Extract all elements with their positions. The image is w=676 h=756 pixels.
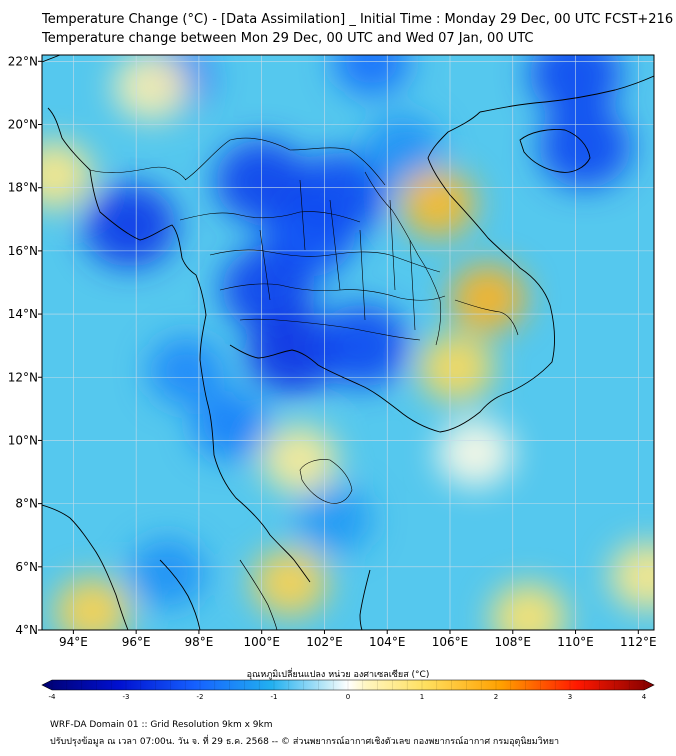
field-blob-23 — [609, 542, 654, 611]
y-tick-label: 10°N — [8, 433, 38, 447]
field-blob-18 — [418, 333, 495, 402]
colorbar-tick-label: -2 — [197, 693, 204, 701]
field-blob-10 — [538, 105, 631, 189]
field-blob-13 — [295, 485, 372, 554]
colorbar: -4 -3 -2 -1 0 1 2 3 4 — [41, 679, 655, 701]
colorbar-tick-label: 4 — [642, 693, 647, 701]
field-blob-21 — [490, 583, 567, 630]
colorbar-tick-label: 2 — [494, 693, 498, 701]
longitude-axis: 94°E 96°E 98°E 100°E 102°E 104°E 106°E 108°E 110… — [59, 630, 657, 649]
field-blob-24 — [113, 55, 190, 121]
map-title: Temperature Change (°C) - [Data Assimila… — [42, 12, 674, 27]
x-tick-label: 96°E — [122, 635, 151, 649]
footer-credits: ปรับปรุงข้อมูล ณ เวลา 07:00น. วัน จ. ที่… — [50, 737, 560, 747]
field-blob-12 — [148, 336, 225, 406]
field-blob-2 — [247, 310, 340, 394]
y-tick-label: 22°N — [8, 54, 38, 68]
x-tick-label: 94°E — [59, 635, 88, 649]
field-blob-25 — [42, 140, 93, 210]
x-tick-label: 110°E — [557, 635, 594, 649]
x-tick-label: 98°E — [184, 635, 213, 649]
y-tick-label: 6°N — [15, 560, 38, 574]
field-blob-1 — [221, 247, 314, 331]
field-blob-15 — [364, 115, 441, 184]
y-tick-label: 12°N — [8, 370, 38, 384]
field-blob-4 — [294, 152, 387, 236]
colorbar-tick-label: 1 — [420, 693, 424, 701]
field-blob-11 — [192, 390, 269, 459]
field-blob-8 — [333, 55, 410, 96]
province-borders — [89, 137, 519, 346]
temperature-field — [42, 55, 654, 630]
graticule — [42, 55, 654, 630]
colorbar-tick-label: -4 — [49, 693, 57, 701]
y-tick-label: 16°N — [8, 244, 38, 258]
field-blob-19 — [251, 548, 328, 617]
map-subtitle: Temperature change between Mon 29 Dec, 0… — [42, 31, 534, 46]
field-blob-14 — [129, 538, 206, 608]
y-tick-label: 4°N — [15, 623, 38, 637]
x-tick-label: 104°E — [369, 635, 406, 649]
plot-frame — [41, 54, 655, 631]
x-tick-label: 112°E — [620, 635, 657, 649]
footer-model-info: WRF-DA Domain 01 :: Grid Resolution 9km … — [50, 720, 273, 730]
coastlines — [42, 55, 654, 630]
field-blob-16 — [399, 169, 476, 238]
colorbar-title: อุณหภูมิเปลี่ยนแปลง หน่วย องศาเซลเซียส (… — [246, 670, 430, 680]
colorbar-tick-label: -1 — [271, 693, 278, 701]
x-tick-label: 106°E — [432, 635, 469, 649]
y-tick-label: 18°N — [8, 181, 38, 195]
field-blob-17 — [449, 264, 526, 333]
field-blob-22 — [261, 425, 338, 494]
colorbar-tick-label: 0 — [346, 693, 350, 701]
x-tick-label: 108°E — [495, 635, 532, 649]
colorbar-tick-label: -3 — [123, 693, 130, 701]
x-tick-label: 102°E — [306, 635, 343, 649]
colorbar-tick-label: 3 — [568, 693, 572, 701]
latitude-axis: 22°N 20°N 18°N 16°N 14°N 12°N 10°N 8°N 6°N 4°N — [8, 54, 42, 637]
field-blob-6 — [83, 184, 176, 268]
field-blob-3 — [316, 304, 409, 388]
x-tick-label: 100°E — [243, 635, 280, 649]
y-tick-label: 8°N — [15, 497, 38, 511]
y-tick-label: 14°N — [8, 307, 38, 321]
y-tick-label: 20°N — [8, 118, 38, 132]
field-blob-26 — [437, 418, 514, 488]
